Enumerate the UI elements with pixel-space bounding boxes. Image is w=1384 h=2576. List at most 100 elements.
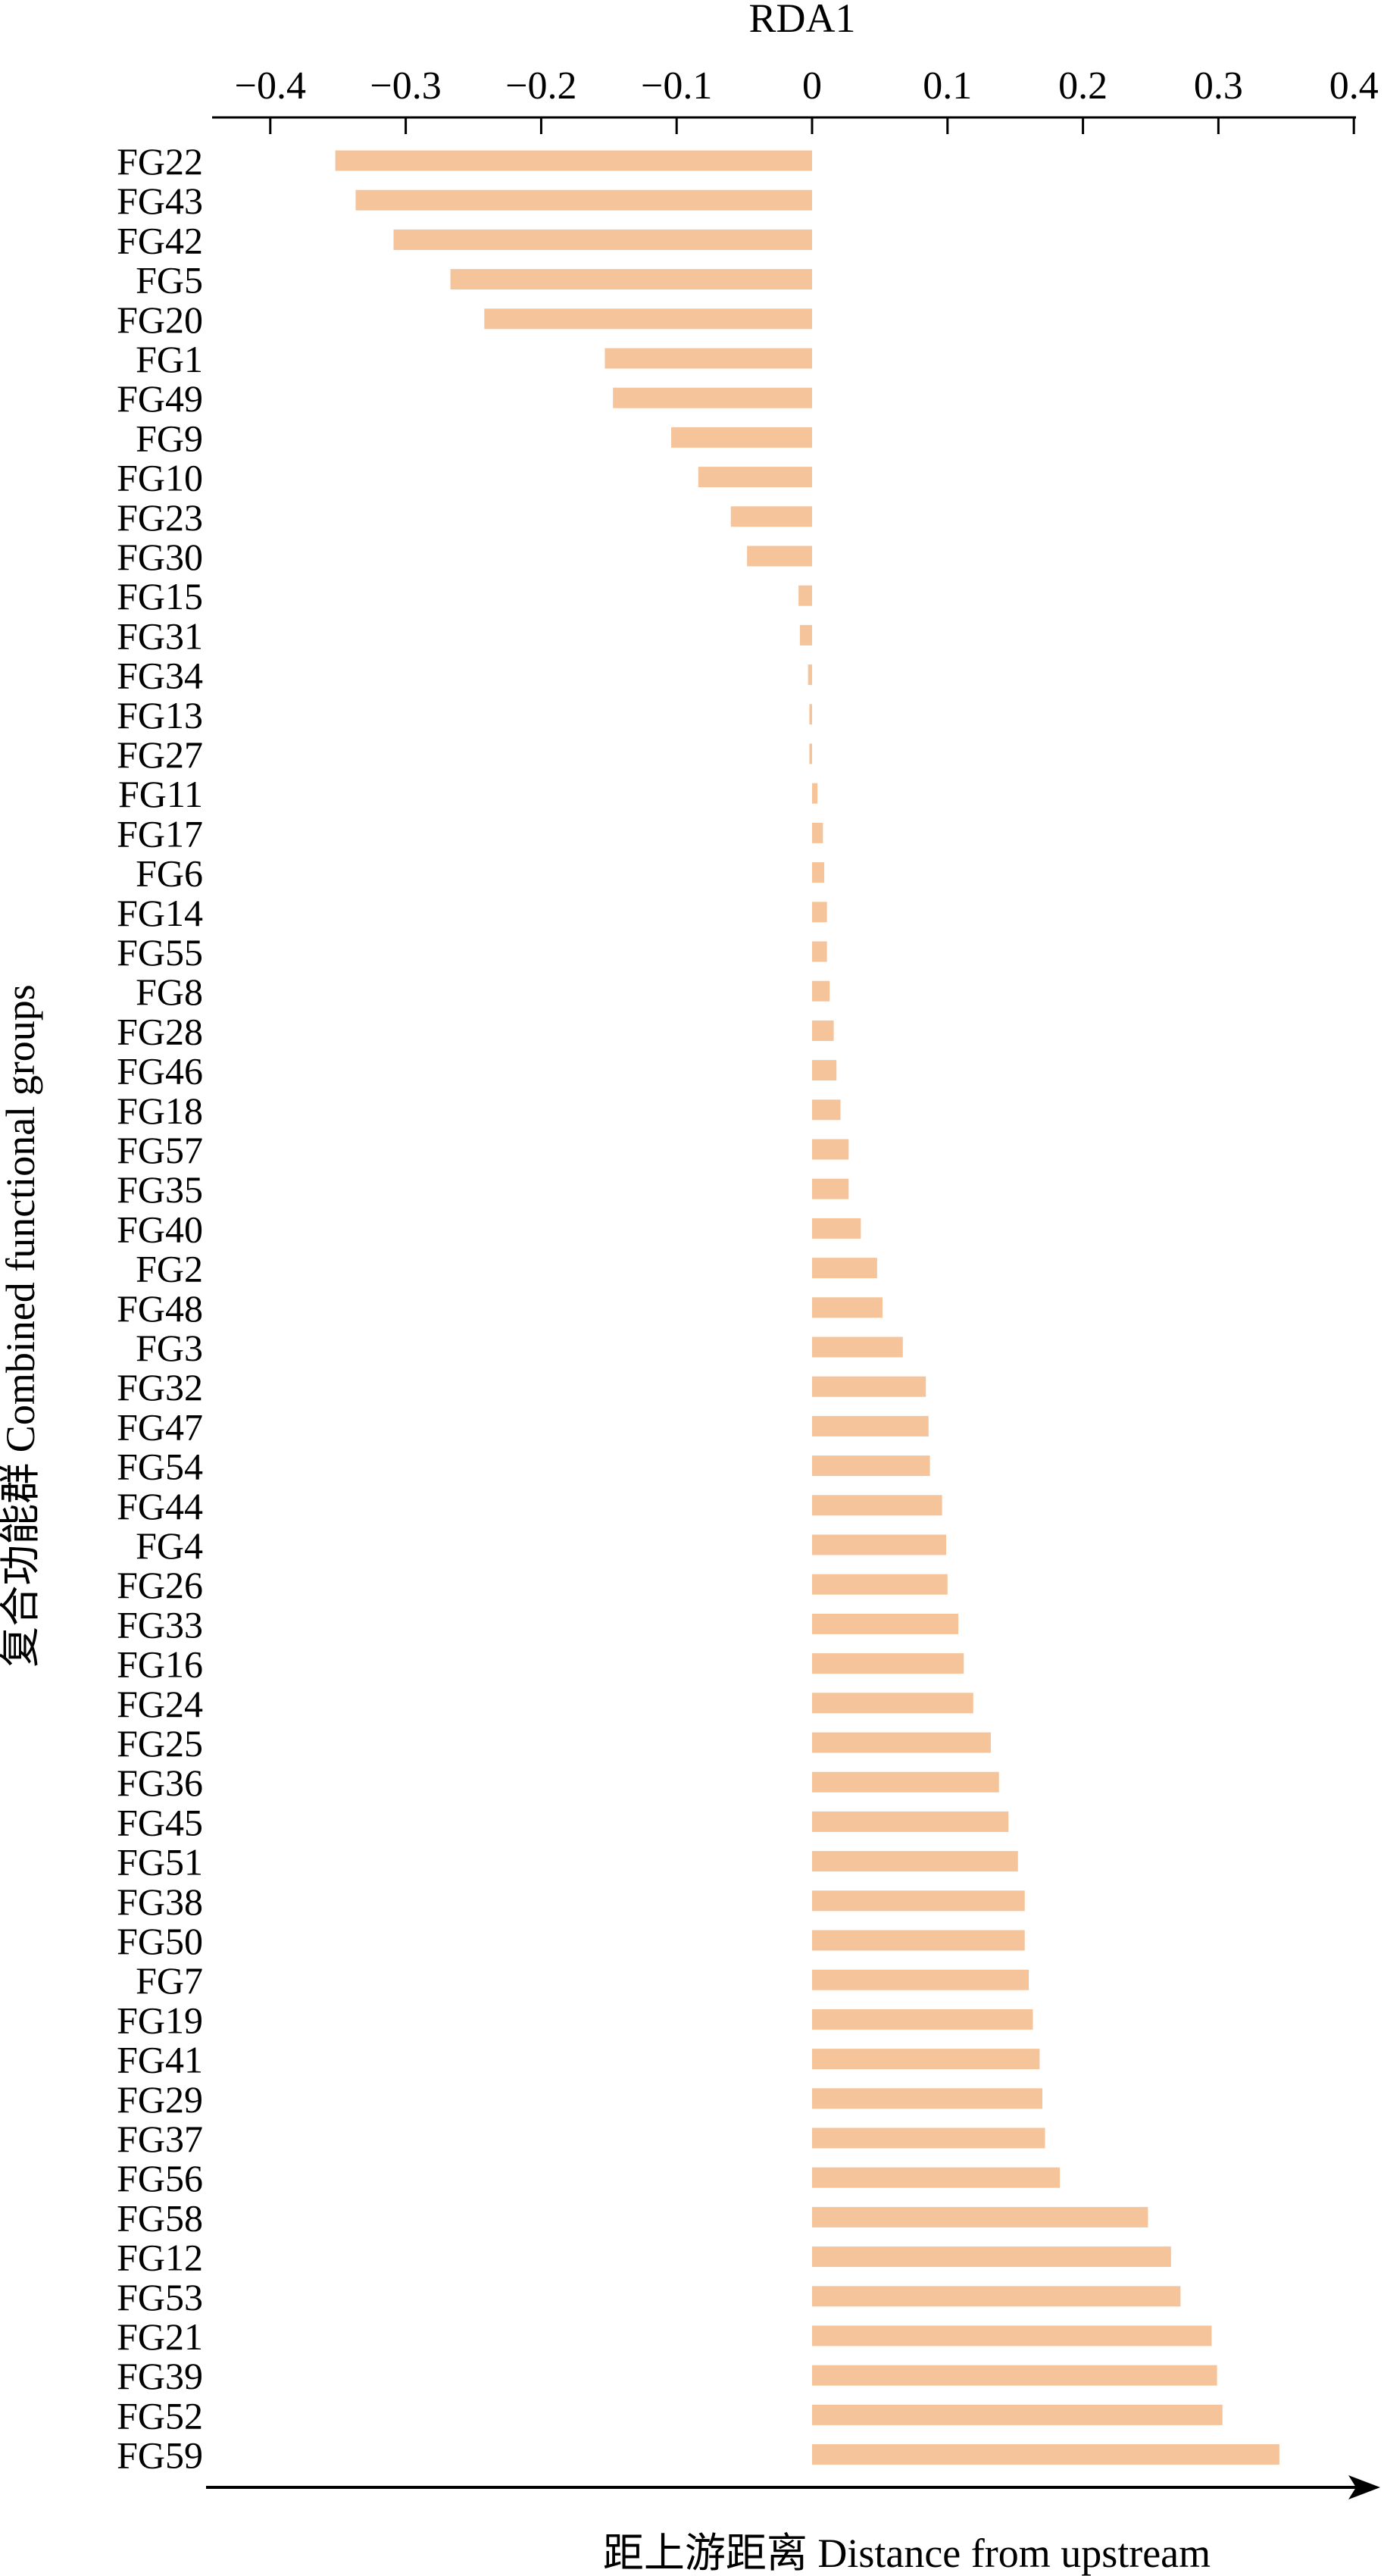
category-label: FG57 <box>117 1129 203 1171</box>
category-label: FG22 <box>117 140 203 183</box>
category-label: FG13 <box>117 694 203 736</box>
bar <box>812 1534 947 1555</box>
bar <box>812 2365 1217 2386</box>
category-label: FG46 <box>117 1050 203 1093</box>
category-label: FG37 <box>117 2118 203 2160</box>
bar <box>812 902 827 923</box>
category-label: FG35 <box>117 1168 203 1211</box>
bar <box>812 1693 973 1714</box>
x-tick-label: 0.4 <box>1329 64 1379 108</box>
bar <box>812 1336 903 1358</box>
bar <box>812 1376 926 1397</box>
top-x-axis: −0.4 −0.3 −0.2 −0.1 0 0.1 0.2 0.3 0.4 <box>212 64 1379 134</box>
category-label: FG38 <box>117 1880 203 1923</box>
category-label: FG1 <box>136 338 203 380</box>
category-label: FG17 <box>117 812 203 855</box>
bar <box>812 1139 849 1160</box>
bar <box>812 1020 834 1041</box>
category-label: FG7 <box>136 1959 203 2002</box>
bar <box>812 1653 964 1674</box>
category-label: FG6 <box>136 852 203 895</box>
category-label: FG29 <box>117 2078 203 2121</box>
bar <box>809 704 812 725</box>
bar <box>812 1178 849 1199</box>
bar <box>812 2404 1223 2425</box>
category-label: FG34 <box>117 655 203 697</box>
bar <box>812 822 823 843</box>
x-tick-label: −0.3 <box>370 64 441 108</box>
bar <box>812 2167 1061 2188</box>
category-label: FG49 <box>117 377 203 420</box>
category-label: FG32 <box>117 1366 203 1408</box>
category-label: FG21 <box>117 2315 203 2358</box>
x-tick-label: 0.2 <box>1058 64 1108 108</box>
bar <box>798 585 812 606</box>
bar <box>812 1574 948 1595</box>
bar <box>605 348 812 369</box>
bar <box>812 1218 861 1239</box>
bar <box>812 1811 1009 1832</box>
x-tick-label: 0.3 <box>1194 64 1243 108</box>
bar <box>812 2206 1148 2227</box>
category-label: FG23 <box>117 496 203 539</box>
x-tick-label: −0.2 <box>505 64 576 108</box>
bars-group <box>335 150 1279 2465</box>
bar <box>808 664 812 686</box>
bar <box>812 1297 883 1318</box>
category-labels: FG22FG43FG42FG5FG20FG1FG49FG9FG10FG23FG3… <box>117 140 203 2477</box>
bar <box>747 546 812 567</box>
y-axis-title: 复合功能群 Combined functional groups <box>0 984 43 1667</box>
bar <box>812 941 827 962</box>
category-label: FG2 <box>136 1248 203 1290</box>
category-label: FG48 <box>117 1287 203 1330</box>
x-tick-label: −0.4 <box>235 64 306 108</box>
distance-arrow-head <box>1348 2475 1380 2499</box>
category-label: FG9 <box>136 417 203 459</box>
bar <box>812 1613 959 1634</box>
category-label: FG27 <box>117 733 203 776</box>
bar <box>450 269 812 290</box>
category-label: FG18 <box>117 1089 203 1132</box>
category-label: FG3 <box>136 1327 203 1369</box>
category-label: FG19 <box>117 1999 203 2041</box>
bar <box>809 743 812 764</box>
category-label: FG44 <box>117 1485 203 1527</box>
category-label: FG42 <box>117 219 203 261</box>
category-label: FG53 <box>117 2276 203 2318</box>
bar <box>812 1099 841 1121</box>
category-label: FG31 <box>117 614 203 657</box>
x-tick-label: 0.1 <box>923 64 972 108</box>
category-label: FG26 <box>117 1564 203 1606</box>
category-label: FG16 <box>117 1643 203 1686</box>
bar <box>812 2009 1033 2030</box>
bar <box>812 1060 837 1081</box>
bar <box>335 150 812 171</box>
bar <box>812 1732 992 1753</box>
category-label: FG5 <box>136 259 203 302</box>
bar <box>812 2246 1171 2268</box>
x-tick-label: −0.1 <box>641 64 712 108</box>
bar <box>393 229 812 250</box>
category-label: FG55 <box>117 931 203 974</box>
bar <box>812 1969 1029 1990</box>
bar <box>812 1851 1018 1872</box>
category-label: FG56 <box>117 2157 203 2199</box>
category-label: FG8 <box>136 971 203 1013</box>
category-label: FG14 <box>117 892 203 934</box>
category-label: FG25 <box>117 1722 203 1765</box>
bar <box>730 506 812 527</box>
bar <box>812 1495 942 1516</box>
category-label: FG47 <box>117 1405 203 1448</box>
bar <box>812 1455 930 1477</box>
bar <box>812 862 825 883</box>
category-label: FG4 <box>136 1524 203 1567</box>
bar <box>812 2444 1279 2465</box>
bar <box>799 624 812 646</box>
bar <box>812 980 830 1002</box>
bar <box>812 2088 1042 2109</box>
category-label: FG36 <box>117 1762 203 1804</box>
category-label: FG41 <box>117 2039 203 2081</box>
distance-arrow-label: 距上游距离 Distance from upstream <box>603 2531 1211 2576</box>
bar <box>613 387 812 408</box>
category-label: FG24 <box>117 1683 203 1725</box>
